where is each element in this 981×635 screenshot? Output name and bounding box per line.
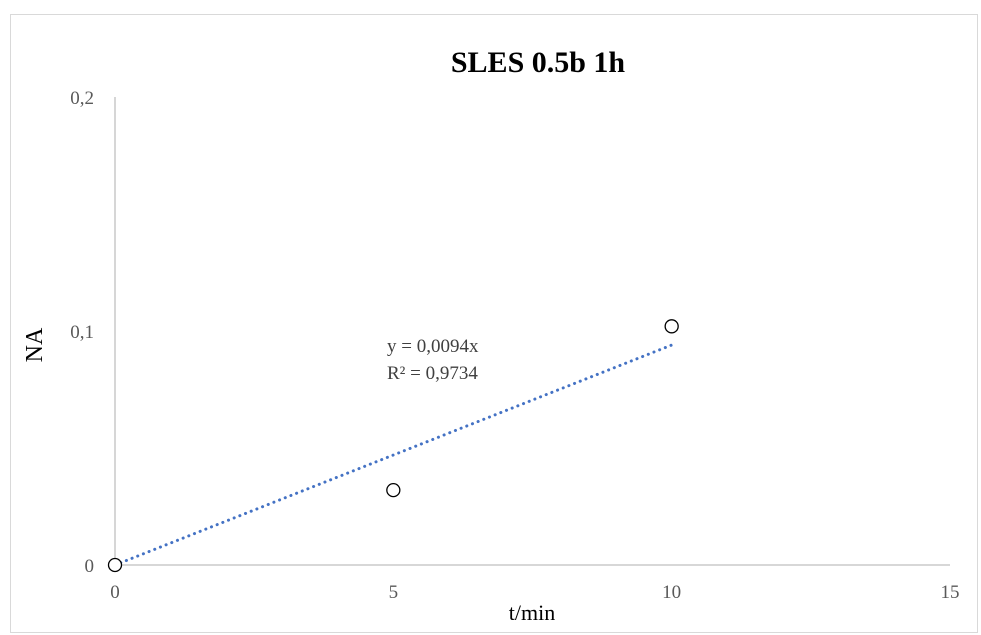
trendline-r-squared: R² = 0,9734 (387, 363, 478, 384)
x-tick-label: 15 (941, 582, 960, 603)
trendline-equation: y = 0,0094x (387, 336, 479, 357)
y-tick-label: 0,1 (70, 322, 94, 343)
y-tick-label: 0,2 (70, 88, 94, 109)
x-tick-label: 10 (662, 582, 681, 603)
data-point (107, 557, 123, 573)
y-tick-label: 0 (85, 556, 95, 577)
chart-frame (10, 14, 978, 633)
trendline (113, 343, 674, 567)
y-axis-label: NA (22, 327, 48, 362)
x-tick-label: 5 (389, 582, 399, 603)
data-point (664, 319, 679, 334)
x-tick-label: 0 (110, 582, 120, 603)
chart-title: SLES 0.5b 1h (451, 46, 626, 79)
x-axis-label: t/min (509, 600, 555, 625)
data-point (386, 482, 401, 498)
